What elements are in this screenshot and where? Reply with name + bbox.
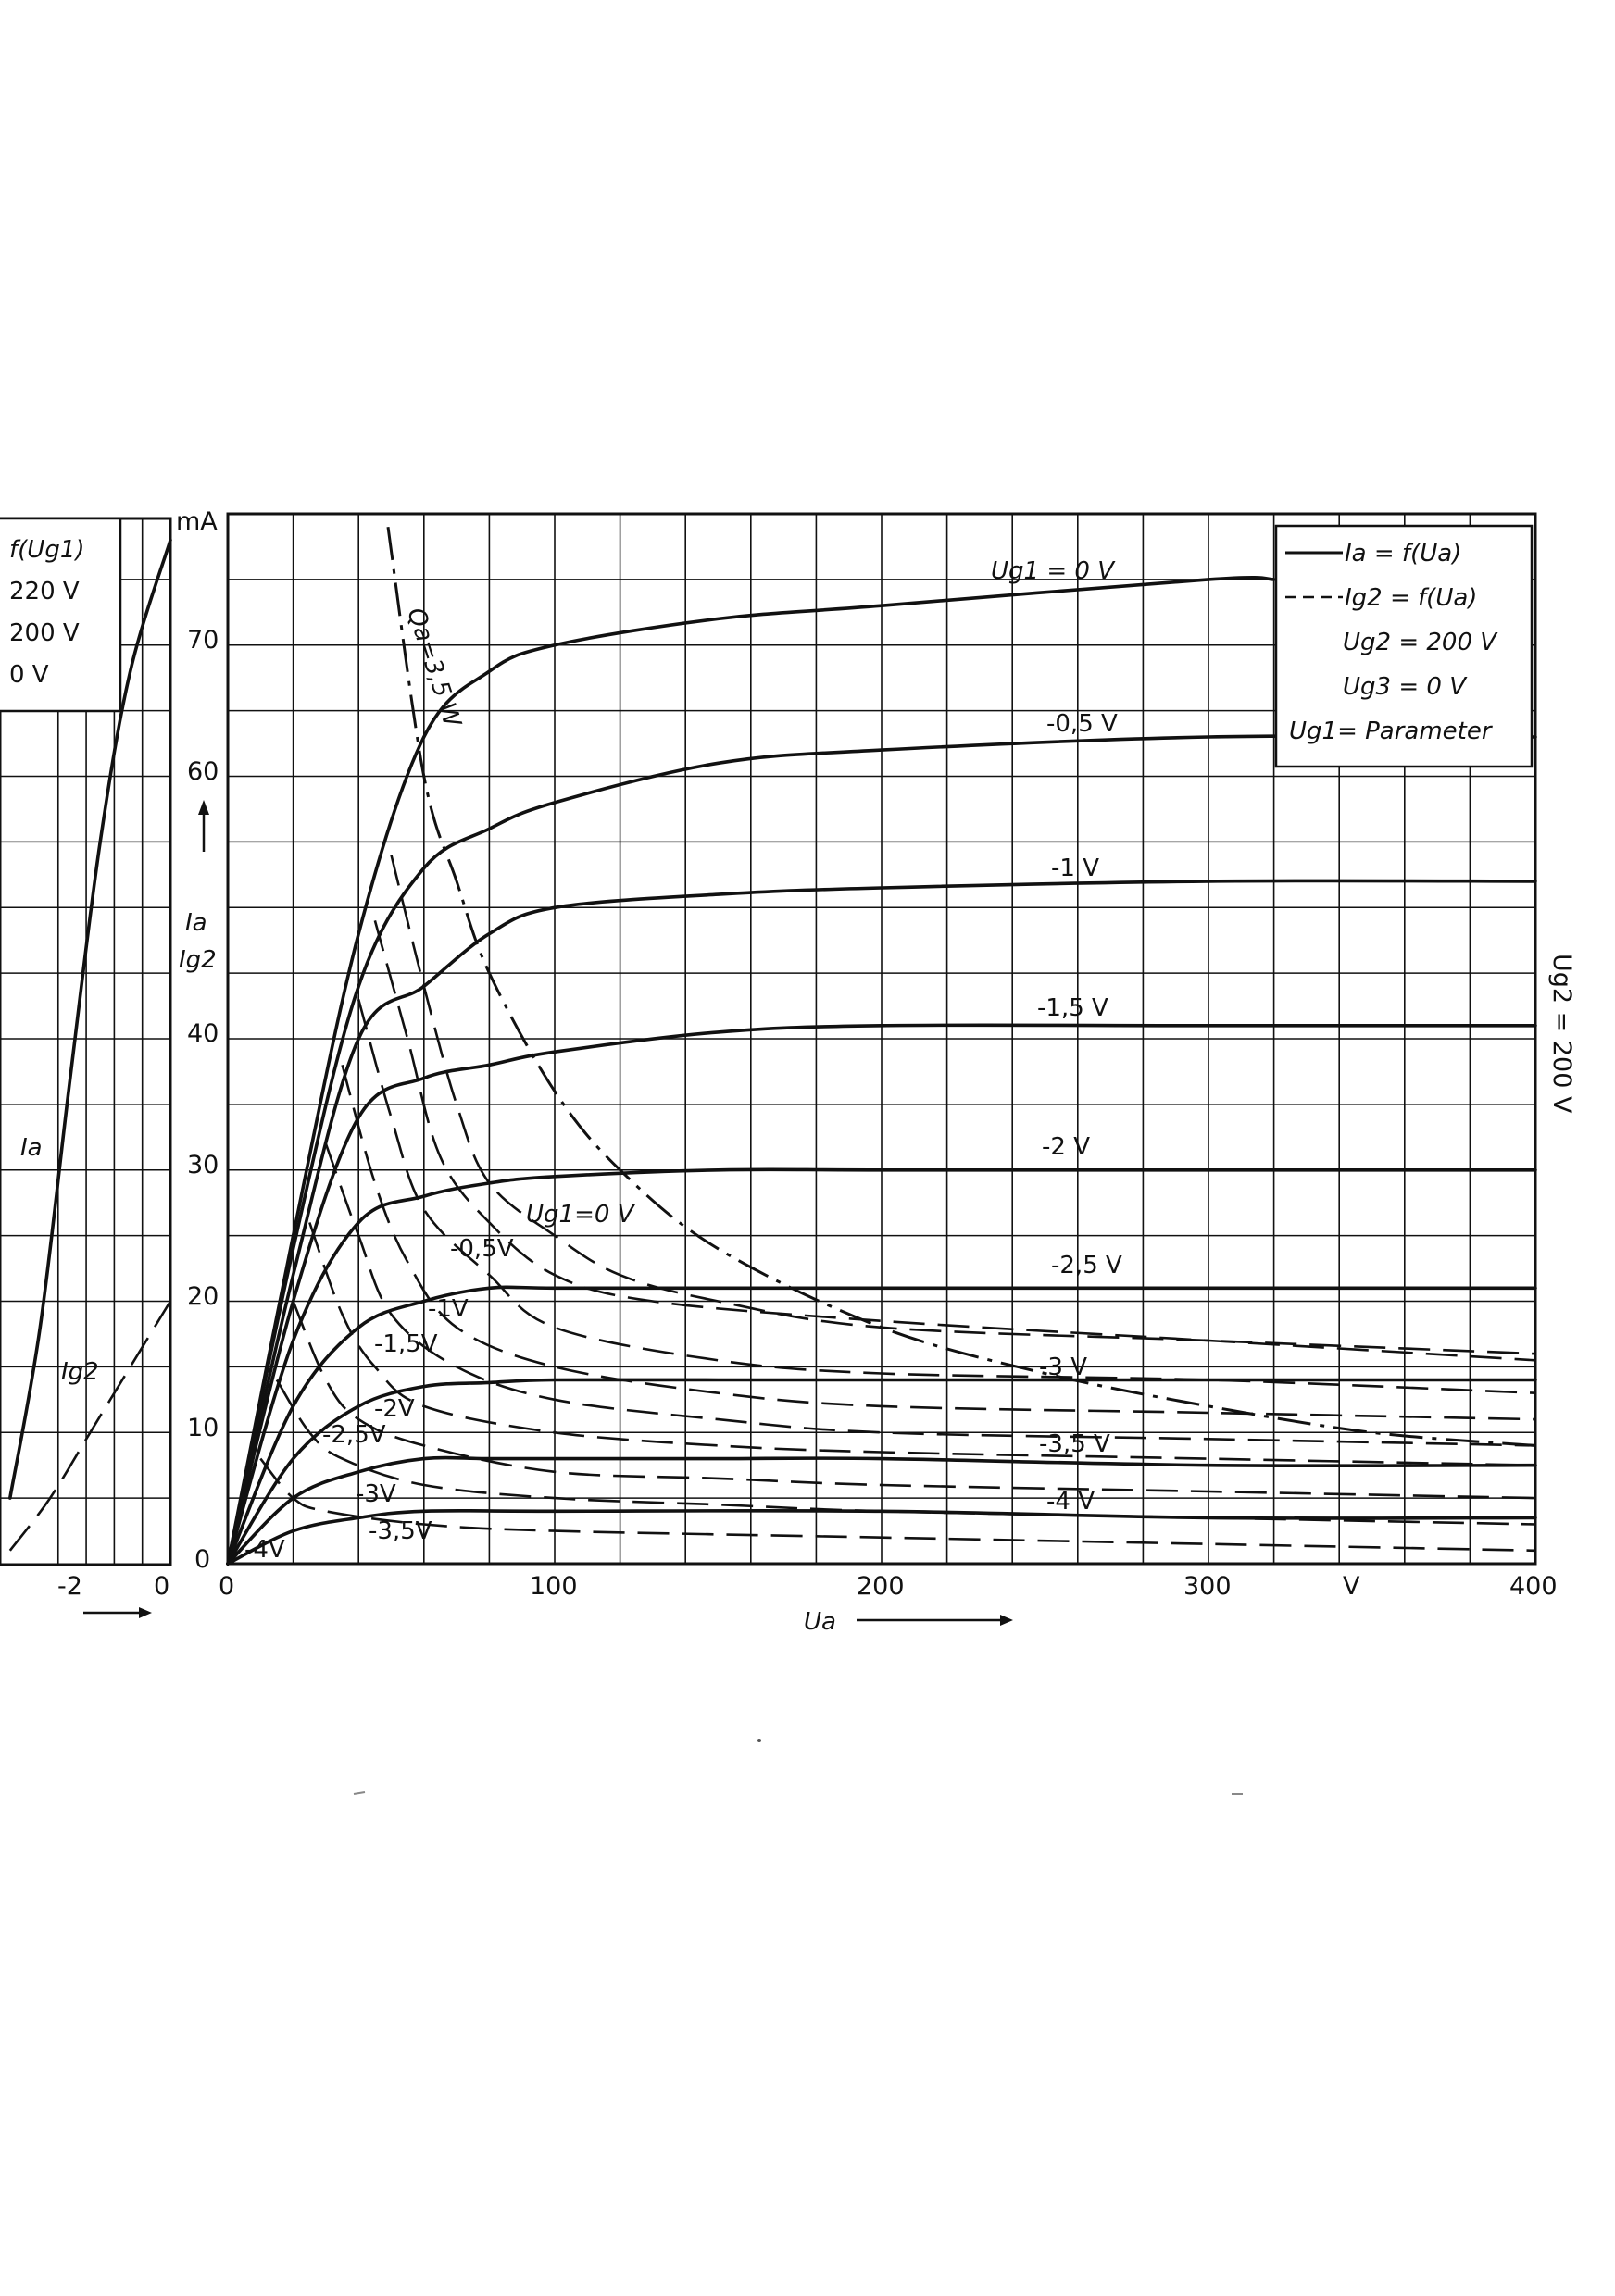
left-legend-box — [0, 517, 122, 713]
anode-label-minus-3-5v: -3,5 V — [1039, 1430, 1110, 1458]
left-x-tick-minus-2: -2 — [57, 1572, 82, 1601]
main-chart: Ia = f(Ua) Ig2 = f(Ua) Ug2 = 200 V Ug3 =… — [176, 507, 1576, 1636]
anode-label-minus-2v: -2 V — [1042, 1133, 1090, 1161]
anode-label-minus-3v: -3 V — [1039, 1354, 1087, 1381]
screen-curve-5 — [308, 1222, 1536, 1466]
anode-curve-1 — [226, 734, 1537, 1566]
screen-label-minus-3-5v: -3,5V — [369, 1517, 432, 1545]
anode-curve-3 — [226, 1023, 1537, 1566]
left-legend-line-3: 200 V — [9, 619, 80, 647]
legend-ug2-text: Ug2 = 200 V — [1343, 629, 1498, 656]
anode-current-curves — [226, 575, 1537, 1566]
x-tick-300: 300 — [1183, 1572, 1232, 1601]
y-tick-10: 10 — [187, 1414, 219, 1442]
y-tick-0: 0 — [194, 1545, 210, 1574]
anode-label-minus-4v: -4 V — [1046, 1488, 1095, 1516]
x-axis-label: Ua — [804, 1608, 836, 1636]
main-chart-frame — [226, 512, 1537, 1566]
legend-ug3-text: Ug3 = 0 V — [1343, 673, 1468, 701]
left-legend-line-2: 220 V — [9, 578, 80, 605]
screen-label-minus-2-5v: -2,5V — [322, 1421, 386, 1449]
y-axis-label-ia: Ia — [185, 909, 207, 937]
left-partial-chart: f(Ug1) 220 V 200 V 0 V Ia Ig2 -2 0 — [0, 517, 172, 1618]
right-side-ug2-label: Ug2 = 200 V — [1547, 954, 1576, 1114]
screen-label-minus-3v: -3V — [356, 1480, 396, 1508]
left-x-axis-arrowhead — [139, 1607, 152, 1618]
screen-label-0v: Ug1=0 V — [526, 1201, 636, 1229]
screen-label-minus-2v: -2V — [374, 1395, 415, 1423]
screen-current-curves — [259, 855, 1536, 1553]
anode-curve-8 — [226, 1508, 1537, 1566]
screen-label-minus-0-5v: -0,5V — [450, 1235, 514, 1263]
anode-label-0v: Ug1 = 0 V — [991, 557, 1116, 585]
screen-curve-7 — [275, 1379, 1536, 1526]
screen-label-minus-1v: -1V — [428, 1295, 469, 1323]
y-tick-30: 30 — [187, 1151, 219, 1179]
left-series-curve-1 — [8, 1300, 172, 1552]
anode-label-minus-1-5v: -1,5 V — [1037, 994, 1108, 1022]
anode-label-minus-1v: -1 V — [1051, 855, 1099, 882]
screen-curve-2 — [357, 999, 1536, 1394]
x-axis-unit: V — [1343, 1572, 1360, 1601]
anode-label-minus-2-5v: -2,5 V — [1051, 1252, 1122, 1279]
legend-ia-text: Ia = f(Ua) — [1345, 540, 1461, 568]
screen-curve-8 — [259, 1457, 1536, 1553]
y-tick-70: 70 — [187, 626, 219, 655]
x-axis-arrowhead — [1000, 1615, 1013, 1626]
left-x-tick-0: 0 — [154, 1572, 169, 1601]
left-chart-series — [8, 538, 172, 1552]
anode-curve-6 — [226, 1378, 1537, 1566]
scan-speck — [353, 1791, 366, 1795]
screen-curve-1 — [373, 920, 1536, 1362]
main-chart-grid — [228, 514, 1535, 1564]
x-tick-100: 100 — [530, 1572, 578, 1601]
screen-curve-3 — [341, 1064, 1536, 1421]
y-axis-label-ig2: Ig2 — [179, 946, 217, 974]
anode-label-minus-0-5v: -0,5 V — [1046, 710, 1118, 738]
power-dissipation-label: Qa=3,5 W — [401, 605, 466, 731]
anode-curve-5 — [226, 1285, 1537, 1566]
screen-label-minus-1-5v: -1,5V — [374, 1330, 438, 1358]
anode-curve-0 — [226, 575, 1276, 1566]
screen-curve-4 — [324, 1142, 1536, 1447]
y-tick-40: 40 — [187, 1019, 219, 1048]
left-series-label-ig2: Ig2 — [61, 1358, 99, 1386]
legend-ig2-text: Ig2 = f(Ua) — [1345, 584, 1477, 612]
y-tick-60: 60 — [187, 757, 219, 786]
y-axis-unit: mA — [176, 507, 218, 536]
left-legend-line-1: f(Ug1) — [9, 536, 85, 564]
x-tick-200: 200 — [857, 1572, 905, 1601]
x-tick-400: 400 — [1509, 1572, 1558, 1601]
left-series-label-ia: Ia — [20, 1134, 43, 1162]
screen-curve-6 — [292, 1301, 1536, 1500]
screen-label-minus-4v: -4V — [244, 1536, 285, 1564]
screen-curve-0 — [390, 855, 1536, 1355]
anode-curve-2 — [226, 879, 1537, 1566]
y-axis-arrowhead — [198, 800, 209, 815]
anode-curve-4 — [226, 1167, 1537, 1566]
left-series-curve-0 — [8, 538, 172, 1500]
y-tick-20: 20 — [187, 1282, 219, 1311]
scan-speck — [757, 1739, 761, 1742]
x-tick-0: 0 — [219, 1572, 234, 1601]
left-legend-line-4: 0 V — [9, 661, 49, 689]
legend-ug1-text: Ug1= Parameter — [1289, 718, 1494, 745]
anode-curve-7 — [226, 1455, 1537, 1566]
main-legend-box — [1274, 524, 1534, 768]
